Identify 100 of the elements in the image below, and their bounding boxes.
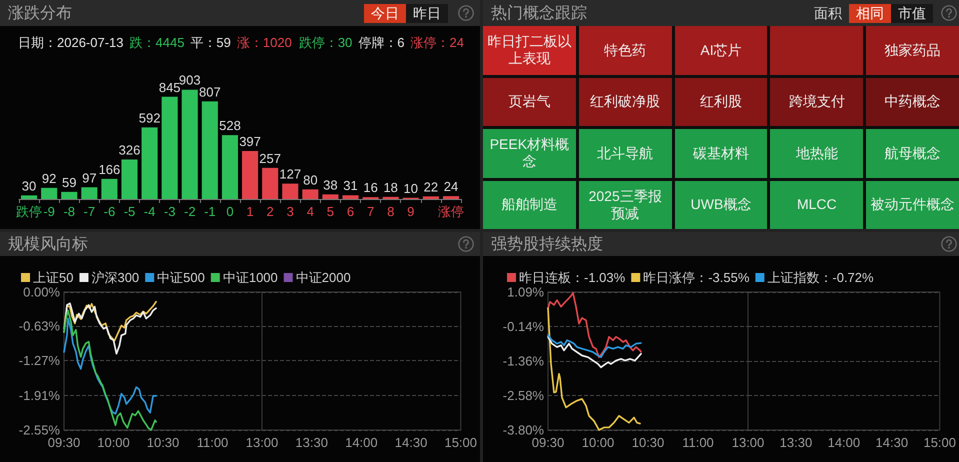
legend-label: 昨日连板：-1.03% (519, 270, 626, 285)
data-label: 24 (444, 179, 458, 194)
data-label: 38 (323, 177, 338, 192)
bar (342, 195, 359, 199)
bar (202, 101, 218, 199)
text: 相同 (849, 4, 891, 22)
x-tick-label: 1 (246, 204, 254, 219)
x-tick-label: 14:00 (828, 435, 860, 450)
x-tick-label: 2 (266, 204, 274, 219)
bar (422, 196, 439, 199)
text: 昨日 (406, 4, 448, 22)
chart-title: 强势股持续热度 (491, 234, 603, 254)
x-tick-label: -9 (43, 204, 55, 219)
data-label: 326 (118, 142, 140, 158)
data-label: 22 (424, 179, 438, 194)
y-tick-label: 1.09% (507, 284, 544, 300)
x-tick-label: -6 (104, 204, 116, 219)
bar (61, 192, 78, 199)
data-label: 257 (259, 150, 281, 166)
text: 市值 (891, 4, 933, 22)
x-tick-label: 13:00 (246, 435, 278, 450)
category-label: UWB概念 (690, 196, 752, 214)
bar (81, 187, 98, 199)
x-tick-label: 5 (326, 204, 334, 219)
category-label: PEEK材料概念 (488, 136, 570, 170)
data-label: 528 (219, 118, 241, 134)
category-label: MLCC (796, 196, 837, 214)
line-series (63, 310, 157, 431)
line-series (547, 307, 641, 431)
y-tick-label: -0.14% (502, 319, 544, 334)
data-label: 166 (98, 162, 120, 177)
y-tick-label: -0.63% (18, 318, 60, 334)
x-tick-label: 跌停 (16, 204, 42, 219)
category-label: 北斗导航 (597, 144, 654, 162)
line-series (547, 334, 642, 358)
x-tick-label: 8 (387, 204, 394, 219)
legend-label: 上证指数：-0.72% (767, 270, 874, 285)
data-label: 97 (82, 170, 97, 186)
bar (21, 195, 38, 199)
x-tick-label: 13:00 (732, 435, 764, 450)
line-series (63, 302, 157, 355)
data-label: 16 (363, 180, 378, 196)
y-tick-label: 0.00% (23, 284, 60, 300)
x-tick-label: 09:30 (48, 435, 80, 450)
x-tick-label: -1 (204, 204, 216, 219)
data-label: 10 (404, 180, 418, 196)
x-tick-label: 4 (306, 204, 314, 219)
line-series (63, 318, 157, 415)
category-label: 独家药品 (884, 42, 941, 59)
text: 停牌：6 (358, 34, 405, 52)
bar (242, 150, 258, 199)
category-label: 昨日打二板以上表现 (487, 33, 572, 68)
y-tick-label: -1.36% (502, 354, 544, 369)
data-label: 807 (199, 84, 221, 100)
data-label: 18 (383, 180, 398, 195)
x-tick-label: 14:30 (876, 435, 908, 450)
category-label: 页岩气 (508, 93, 550, 110)
x-tick-label: 10:00 (97, 435, 130, 450)
x-tick-label: 14:30 (394, 435, 428, 450)
x-tick-label: 14:00 (345, 435, 378, 450)
data-label: 127 (279, 166, 302, 182)
x-tick-label: 11:00 (196, 435, 228, 450)
data-label: 903 (178, 72, 201, 88)
legend-label: 中证1000 (222, 270, 278, 285)
bar (322, 194, 338, 199)
category-label: 中药概念 (884, 93, 941, 110)
line-series (547, 292, 642, 358)
data-label: 31 (343, 178, 358, 194)
text: 日期：2026-07-13 (18, 34, 124, 52)
y-tick-label: -2.55% (18, 422, 60, 438)
legend-label: 沪深300 (91, 270, 140, 285)
x-tick-label: 10:30 (632, 435, 664, 450)
data-label: 397 (239, 134, 261, 149)
x-tick-label: 13:30 (780, 435, 812, 450)
x-tick-label: 15:00 (444, 435, 478, 450)
x-tick-label: 7 (366, 204, 374, 219)
chart-title: 涨跌分布 (8, 4, 72, 24)
x-tick-label: -4 (144, 204, 156, 219)
x-tick-label: -2 (184, 204, 196, 219)
bar (302, 189, 318, 199)
category-label: 被动元件概念 (870, 196, 955, 214)
legend-label: 中证2000 (296, 270, 351, 285)
bar (162, 96, 178, 199)
category-label: 地热能 (796, 144, 838, 162)
x-tick-label: 9 (407, 204, 414, 219)
bar (182, 90, 198, 199)
bar (222, 135, 238, 199)
category-label: 碳基材料 (692, 144, 749, 162)
line-series (547, 336, 642, 368)
text: 平：59 (190, 34, 231, 52)
x-tick-label: -5 (124, 204, 136, 219)
legend-label: 昨日涨停：-3.55% (643, 270, 750, 285)
bar (121, 160, 138, 199)
category-label: AI芯片 (700, 42, 742, 59)
text: 涨：1020 (236, 34, 292, 52)
category-label: 特色药 (604, 42, 646, 59)
data-label: 30 (22, 178, 36, 194)
x-tick-label: 涨停 (438, 204, 464, 219)
bar (41, 188, 58, 199)
category-label: 红利破净股 (590, 93, 660, 110)
